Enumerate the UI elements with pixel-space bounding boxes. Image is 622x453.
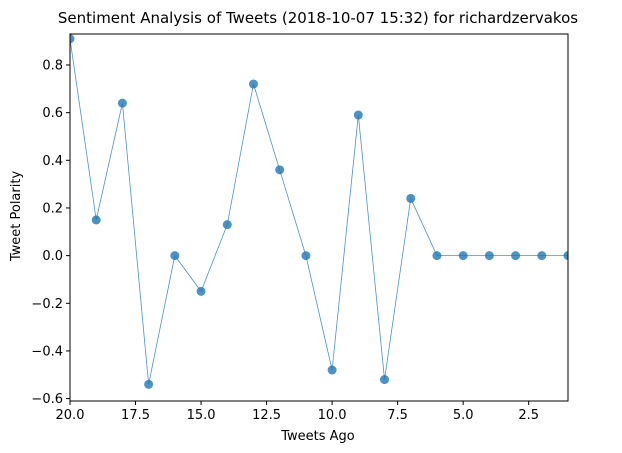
y-axis-ticks: −0.6 −0.4 −0.2 0.0 0.2 0.4 0.6 0.8 [31,58,70,407]
data-point [327,365,337,375]
y-tick-label: 0.4 [42,154,63,169]
x-tick-label: 17.5 [121,408,150,423]
x-tick-label: 7.5 [387,408,408,423]
data-point [563,251,568,261]
chart-title: Sentiment Analysis of Tweets (2018-10-07… [58,9,578,27]
data-point [275,165,285,175]
x-tick-label: 5.0 [453,408,474,423]
y-tick-label: 0.8 [42,58,63,73]
axes-frame [69,33,569,402]
data-point [484,251,494,261]
data-point [511,251,521,261]
data-point [458,251,468,261]
x-tick-label: 15.0 [187,408,216,423]
plot-area: 20.0 17.5 15.0 12.5 10.0 7.5 5.0 2.5 −0.6−0.4−0… [31,33,569,423]
x-tick-label: 20.0 [56,408,85,423]
data-point [248,79,258,89]
data-point [91,215,101,225]
y-axis-label: Tweet Polarity [9,171,24,263]
data-point [432,251,442,261]
data-point [222,220,232,230]
x-axis-ticks: 20.0 17.5 15.0 12.5 10.0 7.5 5.0 2.5 [56,401,539,423]
y-tick-label: 0.0 [42,249,63,264]
series-layer [70,34,568,389]
data-point [196,286,206,296]
y-tick-label: −0.4 [31,344,63,359]
data-point [353,110,363,120]
y-tick-label: 0.2 [42,201,63,216]
data-point [406,193,416,203]
data-point [537,251,547,261]
data-point [170,251,180,261]
data-point [380,375,390,385]
data-point [70,34,75,44]
data-point [117,98,127,108]
data-point [301,251,311,261]
x-tick-label: 2.5 [518,408,539,423]
x-tick-label: 10.0 [318,408,347,423]
data-point [144,379,154,389]
axes-border [69,33,569,402]
y-tick-label: 0.6 [42,106,63,121]
y-tick-label: −0.2 [31,297,63,312]
x-axis-label: Tweets Ago [280,429,355,444]
y-tick-label: −0.6 [31,392,63,407]
x-tick-label: 12.5 [252,408,281,423]
